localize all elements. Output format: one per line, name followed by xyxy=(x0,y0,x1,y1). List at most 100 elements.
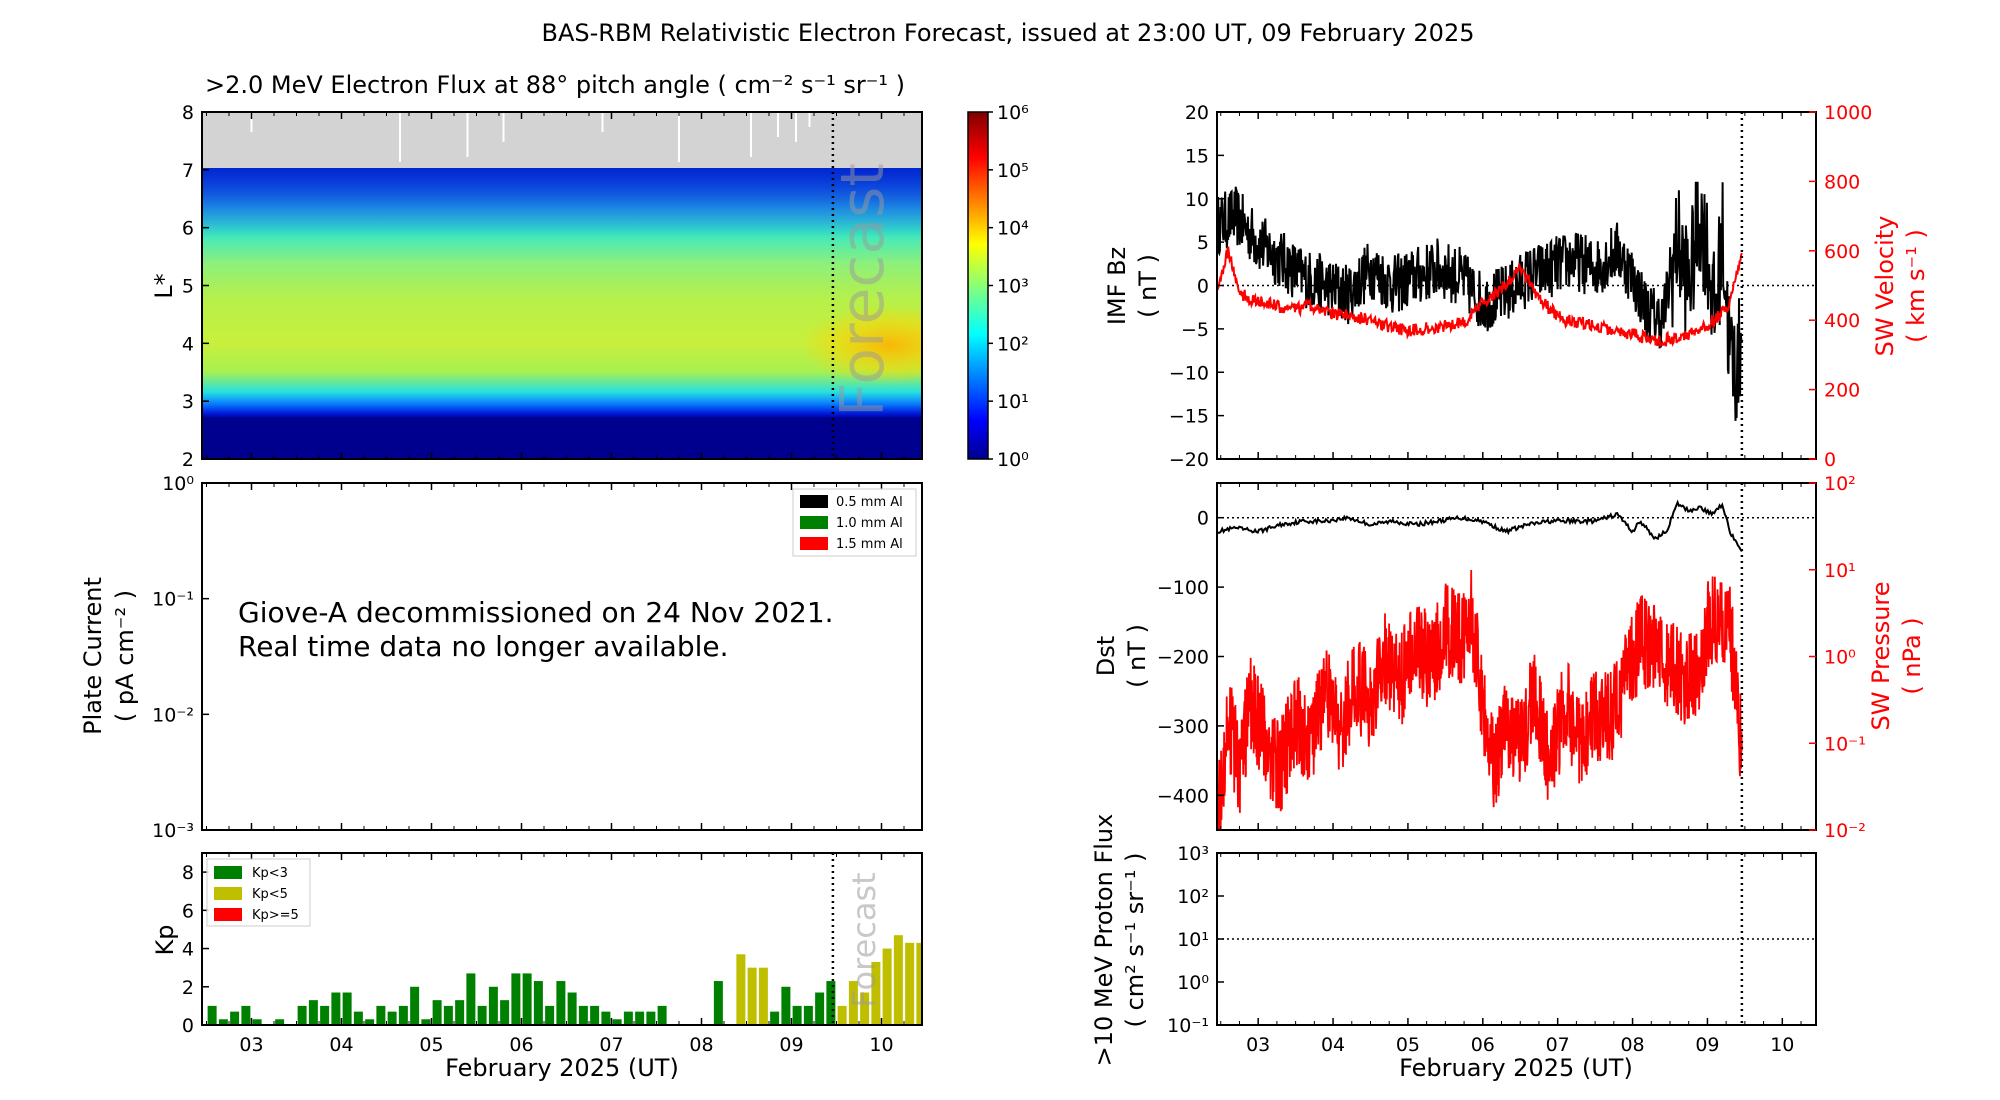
y-tick-label: 20 xyxy=(1185,102,1209,124)
y-tick-label: −15 xyxy=(1169,406,1209,428)
x-tick-label: 08 xyxy=(689,1034,713,1056)
kp-bar xyxy=(421,1019,431,1025)
kp-bar xyxy=(556,981,566,1025)
kp-bar xyxy=(455,1000,465,1025)
kp-bar xyxy=(252,1019,262,1025)
x-tick-label: 04 xyxy=(329,1034,353,1056)
kp-panel: Forecast 0 2 4 6 8 03 04 05 06 07 08 09 10 Kp Febru… xyxy=(151,852,1027,1082)
flux-ylabel: L* xyxy=(150,273,178,298)
y-tick-label: 6 xyxy=(182,218,194,240)
plate-legend-label-1: 1.0 mm Al xyxy=(836,516,903,531)
flux-data-gaps xyxy=(250,112,811,162)
imf-y-ticks: −20 −15 −10 −5 0 5 10 15 20 xyxy=(1169,102,1224,471)
y-tick-label: 10⁻² xyxy=(152,704,194,726)
colorbar-tick-label: 10⁰ xyxy=(997,449,1029,471)
kp-bar xyxy=(443,1005,453,1025)
kp-bars xyxy=(207,935,1027,1025)
kp-bar xyxy=(398,1005,408,1025)
y-tick-label: 10² xyxy=(1824,473,1856,495)
flux-colorbar xyxy=(967,111,989,460)
plate-axes-frame xyxy=(201,482,923,831)
y-tick-label: 600 xyxy=(1824,241,1860,263)
kp-bar xyxy=(241,1005,251,1025)
kp-bar xyxy=(635,1011,645,1025)
y-tick-label: 0 xyxy=(1197,276,1209,298)
y-tick-label: 4 xyxy=(182,333,194,355)
kp-bar xyxy=(601,1011,611,1025)
dst-line xyxy=(1217,499,1743,552)
dst-ylabel-units: ( nT ) xyxy=(1123,624,1151,688)
kp-bar xyxy=(848,981,858,1025)
kp-bar xyxy=(511,973,521,1025)
kp-bar xyxy=(984,943,993,1025)
plate-legend: 0.5 mm Al 1.0 mm Al 1.5 mm Al xyxy=(792,488,917,557)
x-tick-label: 03 xyxy=(239,1034,263,1056)
flux-panel: >2.0 MeV Electron Flux at 88° pitch angl… xyxy=(150,71,1029,471)
plate-legend-swatch-1 xyxy=(800,516,828,529)
sw-pressure-ylabel-units: ( nPa ) xyxy=(1898,617,1926,694)
imf-ylabel: IMF Bz xyxy=(1103,247,1131,325)
kp-legend-swatch-0 xyxy=(214,866,242,879)
colorbar-tick-label: 10⁶ xyxy=(997,102,1029,124)
x-tick-label: 05 xyxy=(1396,1034,1420,1056)
y-tick-label: 10⁰ xyxy=(1824,647,1856,669)
y-tick-label: 5 xyxy=(182,276,194,298)
kp-bar xyxy=(939,943,948,1025)
y-tick-label: 3 xyxy=(182,391,194,413)
x-tick-label: 06 xyxy=(509,1034,533,1056)
proton-ylabel-units: ( cm² s⁻¹ sr⁻¹ ) xyxy=(1121,853,1149,1028)
y-tick-label: −400 xyxy=(1157,785,1209,807)
dst-ylabel: Dst xyxy=(1092,636,1120,676)
imf-ylabel-units: ( nT ) xyxy=(1134,254,1162,318)
sw-pressure-ylabel: SW Pressure xyxy=(1867,581,1895,730)
y-tick-label: 8 xyxy=(182,102,194,124)
sw-velocity-ylabel: SW Velocity xyxy=(1871,216,1899,357)
kp-bar xyxy=(308,1000,318,1025)
kp-bar xyxy=(916,942,922,1025)
kp-xlabel: February 2025 (UT) xyxy=(445,1054,679,1082)
kp-bar xyxy=(1018,943,1027,1025)
kp-bar xyxy=(623,1011,633,1025)
kp-bar xyxy=(961,943,970,1025)
proton-xlabel: February 2025 (UT) xyxy=(1399,1054,1633,1082)
kp-bar xyxy=(950,943,959,1025)
kp-bar xyxy=(713,981,723,1025)
kp-legend-swatch-2 xyxy=(214,908,242,921)
kp-bar xyxy=(275,1019,285,1025)
dst-y-ticks: −400 −300 −200 −100 0 xyxy=(1157,508,1224,807)
sw-velocity-y-ticks: 0 200 400 600 800 1000 xyxy=(1809,102,1872,471)
kp-legend: Kp<3 Kp<5 Kp>=5 xyxy=(206,858,311,927)
y-tick-label: 15 xyxy=(1185,145,1209,167)
y-tick-label: 800 xyxy=(1824,171,1860,193)
y-tick-label: 10⁻¹ xyxy=(152,589,194,611)
kp-bar xyxy=(882,948,892,1025)
x-tick-label: 03 xyxy=(1246,1034,1270,1056)
kp-bar xyxy=(331,992,341,1025)
x-tick-label: 04 xyxy=(1321,1034,1345,1056)
y-tick-label: 10² xyxy=(1177,886,1209,908)
proton-panel: 10⁻¹ 10⁰ 10¹ 10² 10³ 03 04 05 06 07 08 09 10 >10 Me… xyxy=(1090,814,1817,1082)
kp-bar xyxy=(770,1011,780,1025)
colorbar-tick-label: 10¹ xyxy=(997,391,1029,413)
kp-bar xyxy=(320,1005,330,1025)
kp-legend-label-2: Kp>=5 xyxy=(252,908,299,923)
y-tick-label: 10⁻² xyxy=(1824,820,1866,842)
kp-bar xyxy=(928,943,937,1025)
x-tick-label: 07 xyxy=(1546,1034,1570,1056)
y-tick-label: −10 xyxy=(1169,362,1209,384)
kp-forecast-label: Forecast xyxy=(845,872,883,1007)
kp-y-ticks: 0 2 4 6 8 xyxy=(182,862,209,1037)
kp-bar xyxy=(545,1005,555,1025)
sw-velocity-line xyxy=(1217,246,1743,348)
kp-bar xyxy=(612,1019,622,1025)
kp-bar xyxy=(747,967,757,1025)
kp-bar xyxy=(837,1005,847,1025)
kp-legend-swatch-1 xyxy=(214,887,242,900)
imf-x-ticks xyxy=(1220,112,1802,459)
y-tick-label: 400 xyxy=(1824,310,1860,332)
kp-bar xyxy=(646,1011,656,1025)
y-tick-label: 10³ xyxy=(1177,843,1209,865)
plate-message-line-2: Real time data no longer available. xyxy=(238,630,729,663)
flux-heatmap-top xyxy=(202,168,922,238)
